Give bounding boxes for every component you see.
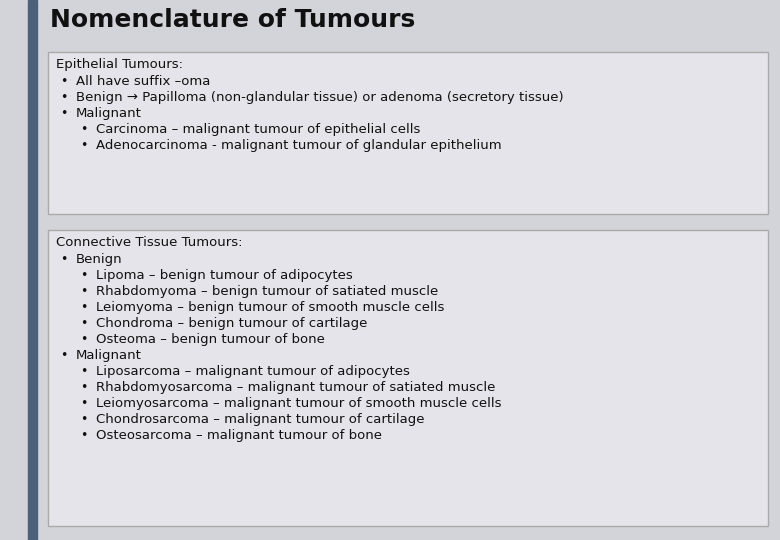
Text: •: • xyxy=(60,253,67,266)
Text: Leiomyosarcoma – malignant tumour of smooth muscle cells: Leiomyosarcoma – malignant tumour of smo… xyxy=(96,397,502,410)
Text: •: • xyxy=(80,413,87,426)
Text: •: • xyxy=(60,75,67,88)
Text: All have suffix –oma: All have suffix –oma xyxy=(76,75,211,88)
Text: Malignant: Malignant xyxy=(76,349,142,362)
Text: Rhabdomyoma – benign tumour of satiated muscle: Rhabdomyoma – benign tumour of satiated … xyxy=(96,285,438,298)
Text: Liposarcoma – malignant tumour of adipocytes: Liposarcoma – malignant tumour of adipoc… xyxy=(96,365,410,378)
Text: Epithelial Tumours:: Epithelial Tumours: xyxy=(56,58,183,71)
Text: Benign: Benign xyxy=(76,253,122,266)
Text: Nomenclature of Tumours: Nomenclature of Tumours xyxy=(50,8,415,32)
Text: Osteosarcoma – malignant tumour of bone: Osteosarcoma – malignant tumour of bone xyxy=(96,429,382,442)
Text: •: • xyxy=(80,285,87,298)
Text: Chondrosarcoma – malignant tumour of cartilage: Chondrosarcoma – malignant tumour of car… xyxy=(96,413,424,426)
Text: •: • xyxy=(80,381,87,394)
Text: •: • xyxy=(80,301,87,314)
Text: •: • xyxy=(80,123,87,136)
Text: Adenocarcinoma - malignant tumour of glandular epithelium: Adenocarcinoma - malignant tumour of gla… xyxy=(96,139,502,152)
Text: Carcinoma – malignant tumour of epithelial cells: Carcinoma – malignant tumour of epitheli… xyxy=(96,123,420,136)
Text: •: • xyxy=(60,91,67,104)
Text: Lipoma – benign tumour of adipocytes: Lipoma – benign tumour of adipocytes xyxy=(96,269,353,282)
Text: •: • xyxy=(60,349,67,362)
Text: •: • xyxy=(80,397,87,410)
FancyBboxPatch shape xyxy=(48,230,768,526)
Text: •: • xyxy=(60,107,67,120)
Text: •: • xyxy=(80,269,87,282)
Text: Leiomyoma – benign tumour of smooth muscle cells: Leiomyoma – benign tumour of smooth musc… xyxy=(96,301,445,314)
Text: Connective Tissue Tumours:: Connective Tissue Tumours: xyxy=(56,236,243,249)
Text: Benign → Papilloma (non-glandular tissue) or adenoma (secretory tissue): Benign → Papilloma (non-glandular tissue… xyxy=(76,91,564,104)
Text: Osteoma – benign tumour of bone: Osteoma – benign tumour of bone xyxy=(96,333,325,346)
Text: •: • xyxy=(80,429,87,442)
Text: Malignant: Malignant xyxy=(76,107,142,120)
Text: •: • xyxy=(80,365,87,378)
Text: •: • xyxy=(80,317,87,330)
Text: •: • xyxy=(80,139,87,152)
Text: •: • xyxy=(80,333,87,346)
Text: Chondroma – benign tumour of cartilage: Chondroma – benign tumour of cartilage xyxy=(96,317,367,330)
FancyBboxPatch shape xyxy=(48,52,768,214)
Text: Rhabdomyosarcoma – malignant tumour of satiated muscle: Rhabdomyosarcoma – malignant tumour of s… xyxy=(96,381,495,394)
Bar xyxy=(28,0,37,540)
